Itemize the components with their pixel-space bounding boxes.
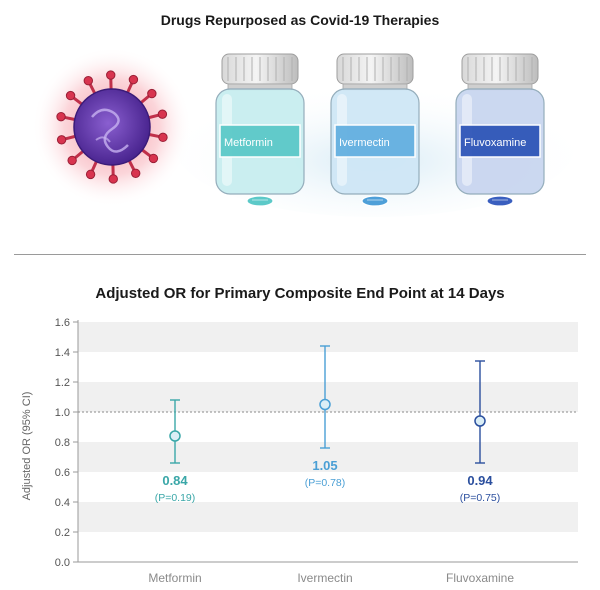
value-label: 0.94 [467, 473, 493, 488]
data-point-metformin: 0.84 (P=0.19) [155, 399, 196, 504]
y-tick-label: 1.2 [55, 377, 70, 389]
x-category-label: Ivermectin [297, 571, 352, 585]
bottle-label: Metformin [224, 137, 273, 149]
bottle-label: Ivermectin [339, 137, 390, 149]
y-tick-label: 0.4 [55, 497, 70, 509]
point-marker [169, 430, 181, 442]
point-marker [319, 398, 331, 411]
pill-bottle-ivermectin: Ivermectin [330, 53, 420, 207]
point-marker [474, 415, 486, 427]
data-point-fluvoxamine: 0.94 (P=0.75) [460, 360, 501, 504]
data-point-ivermectin: 1.05 (P=0.78) [305, 345, 346, 489]
pill-icon [246, 195, 274, 207]
grid-band [78, 442, 578, 472]
chart: 0.0 0.2 0.4 0.6 0.8 1.0 1.2 1.4 1.6 0.84 (P=0.19)… [21, 317, 578, 585]
pill-bottle-fluvoxamine: Fluvoxamine [455, 53, 545, 207]
value-label: 1.05 [312, 458, 337, 473]
y-tick-label: 1.4 [55, 347, 70, 359]
pill-icon [361, 195, 389, 207]
pill-bottle-metformin: Metformin [215, 53, 305, 207]
x-category-label: Fluvoxamine [446, 571, 514, 585]
illustration-title: Drugs Repurposed as Covid-19 Therapies [160, 12, 440, 28]
pill-icon [486, 195, 514, 207]
grid-band [78, 322, 578, 352]
section-divider [14, 254, 586, 255]
virus-icon [32, 47, 192, 207]
y-tick-label: 0.8 [55, 437, 70, 449]
grid-band [78, 502, 578, 532]
value-label: 0.84 [162, 473, 188, 488]
y-tick-label: 1.6 [55, 317, 70, 329]
x-category-label: Metformin [148, 571, 201, 585]
y-tick-label: 0.0 [55, 557, 70, 569]
bottle-label: Fluvoxamine [464, 137, 526, 149]
illustration: Metformin Ivermectin Fluvoxamine [32, 47, 575, 217]
p-value-label: (P=0.19) [155, 492, 196, 504]
p-value-label: (P=0.75) [460, 492, 501, 504]
p-value-label: (P=0.78) [305, 477, 346, 489]
y-tick-label: 0.2 [55, 527, 70, 539]
y-tick-label: 0.6 [55, 467, 70, 479]
y-axis-label: Adjusted OR (95% CI) [21, 392, 33, 501]
chart-title: Adjusted OR for Primary Composite End Po… [95, 285, 505, 302]
y-tick-label: 1.0 [55, 407, 70, 419]
